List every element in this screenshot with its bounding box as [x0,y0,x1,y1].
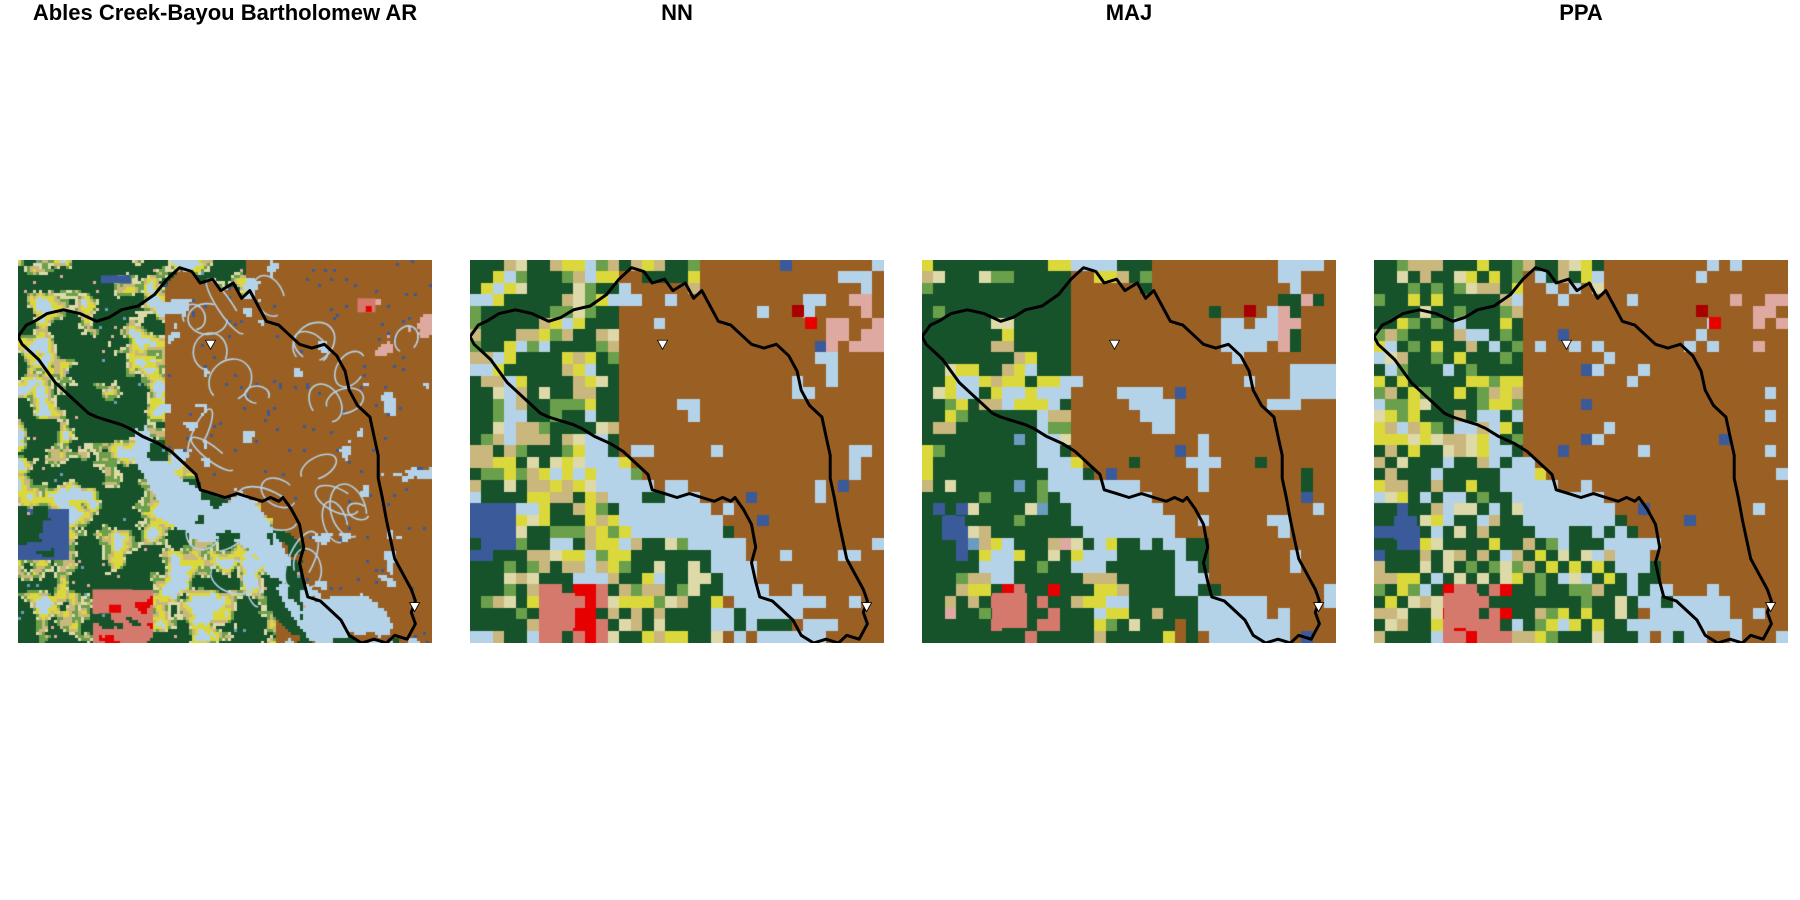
landcover-raster [922,260,1336,643]
title-panel-2: NN [661,0,693,25]
outlet-triangle-icon [860,602,873,613]
watershed-boundary [922,266,1321,643]
title-panel-4: PPA [1559,0,1603,25]
outlet-triangle-icon [204,339,217,351]
outlet-triangle-icon [1560,339,1573,351]
landcover-raster [1374,260,1788,643]
title-panel-3: MAJ [1105,0,1153,25]
outlet-triangle-icon [1108,339,1121,351]
outlet-triangle-icon [1312,602,1325,613]
map-overlay [18,266,421,643]
watershed-boundary [1374,266,1773,643]
map-panel-1 [18,260,432,643]
map-overlay [922,266,1325,643]
landcover-raster [470,260,884,643]
watershed-boundary [18,266,417,643]
watershed-boundary [470,266,869,643]
outlet-triangle-icon [1764,602,1777,613]
map-panel-3 [922,260,1336,643]
map-overlay [470,266,873,643]
landcover-raster [18,260,432,643]
title-panel-1: Ables Creek-Bayou Bartholomew AR [32,0,418,25]
map-panel-2 [470,260,884,643]
outlet-triangle-icon [656,339,669,351]
map-panel-4 [1374,260,1788,643]
map-overlay [1374,266,1777,643]
outlet-triangle-icon [408,602,421,613]
